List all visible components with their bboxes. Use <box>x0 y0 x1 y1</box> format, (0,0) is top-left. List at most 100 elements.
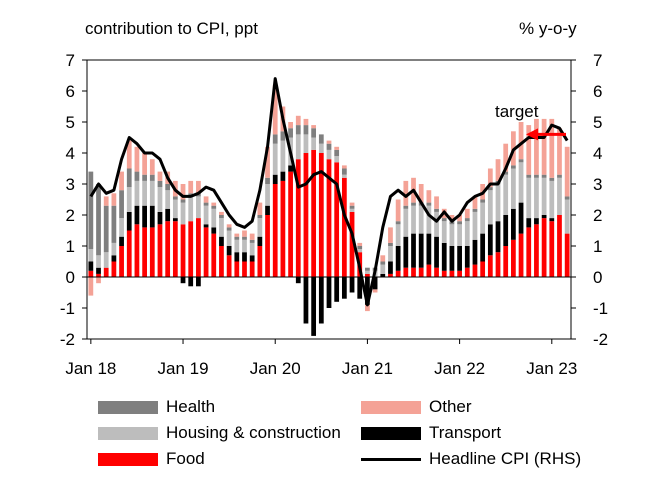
bar-housing <box>134 180 140 206</box>
bar-food <box>472 264 478 277</box>
bar-transport <box>441 242 447 271</box>
bar-other <box>157 171 163 181</box>
bar-transport <box>365 277 370 305</box>
bar-other <box>326 140 332 144</box>
bar-other <box>311 125 317 129</box>
bar-health <box>203 202 209 206</box>
bar-other <box>288 122 293 129</box>
bar-transport <box>88 261 94 271</box>
bar-health <box>242 236 247 240</box>
bar-health <box>88 171 94 250</box>
bar-health <box>326 143 332 150</box>
bar-food <box>564 233 570 277</box>
bar-transport <box>341 277 347 299</box>
bar-transport <box>380 273 386 277</box>
bar-health <box>295 125 301 135</box>
bar-health <box>511 165 516 169</box>
bar-health <box>303 125 309 135</box>
right-tick-label: 0 <box>593 268 602 287</box>
right-tick-label: -2 <box>593 330 608 349</box>
bar-housing <box>495 184 501 222</box>
bar-transport <box>242 252 247 262</box>
bar-other <box>464 208 470 219</box>
bar-housing <box>219 218 224 237</box>
bar-food <box>388 273 393 277</box>
bar-health <box>564 196 570 200</box>
bar-transport <box>503 215 509 246</box>
bar-housing <box>111 242 117 256</box>
bar-food <box>311 149 317 277</box>
bar-health <box>449 221 455 225</box>
bar-food <box>426 264 432 277</box>
bar-housing <box>411 205 416 234</box>
bar-health <box>334 149 340 157</box>
bar-housing <box>172 199 178 219</box>
bar-transport <box>295 277 301 284</box>
bar-health <box>142 174 147 181</box>
bar-health <box>441 218 447 222</box>
bar-health <box>480 199 486 203</box>
bar-food <box>226 255 232 277</box>
bar-housing <box>149 180 155 206</box>
bar-transport <box>311 277 317 336</box>
bar-food <box>265 215 270 277</box>
bar-food <box>126 230 132 277</box>
bar-other <box>188 180 194 194</box>
bar-food <box>557 215 562 277</box>
bar-transport <box>96 267 101 274</box>
bar-food <box>249 261 255 277</box>
bar-housing <box>426 205 432 234</box>
bar-transport <box>249 255 255 262</box>
bar-other <box>549 118 555 178</box>
x-tick-label: Jan 23 <box>526 359 577 378</box>
bar-health <box>380 261 386 265</box>
bar-transport <box>126 211 132 231</box>
bar-other <box>349 202 355 206</box>
bar-other <box>295 115 301 126</box>
bar-transport <box>388 261 393 274</box>
bar-health <box>464 218 470 222</box>
bar-health <box>165 184 171 191</box>
bar-health <box>219 215 224 219</box>
bar-transport <box>318 277 324 324</box>
bar-food <box>211 233 217 277</box>
bar-housing <box>480 202 486 234</box>
bar-transport <box>411 233 416 268</box>
bar-transport <box>203 224 209 228</box>
left-tick-label: 7 <box>66 51 75 70</box>
bar-other <box>372 289 378 293</box>
bar-other <box>534 118 539 175</box>
bar-food <box>288 171 293 277</box>
left-y-axis: -2 -1 0 1 2 3 4 5 6 7 <box>60 51 87 349</box>
bar-other <box>249 233 255 240</box>
bar-housing <box>165 190 171 209</box>
bar-other <box>142 153 147 175</box>
bar-food <box>103 267 109 277</box>
bar-food <box>257 246 263 277</box>
bar-other <box>149 159 155 175</box>
bar-transport <box>541 215 547 219</box>
bar-transport <box>334 277 340 302</box>
bar-transport <box>157 211 163 225</box>
bar-other <box>196 180 201 194</box>
bar-health <box>349 205 355 209</box>
bar-housing <box>265 184 270 206</box>
x-tick-label: Jan 19 <box>158 359 209 378</box>
bar-health <box>119 190 124 219</box>
bar-transport <box>418 233 424 268</box>
bar-health <box>426 202 432 206</box>
bar-transport <box>211 227 217 234</box>
x-axis: Jan 18 Jan 19 Jan 20 Jan 21 Jan 22 Jan 23 <box>65 339 577 378</box>
bar-housing <box>418 205 424 234</box>
bar-other <box>518 122 524 160</box>
bar-other <box>257 202 263 215</box>
bar-other <box>272 84 278 135</box>
bar-housing <box>472 211 478 240</box>
bar-other <box>111 193 117 206</box>
bar-housing <box>464 221 470 246</box>
left-tick-label: 0 <box>66 268 75 287</box>
left-tick-label: 3 <box>66 175 75 194</box>
bar-food <box>272 184 278 277</box>
bar-transport <box>226 246 232 256</box>
bar-food <box>418 267 424 277</box>
